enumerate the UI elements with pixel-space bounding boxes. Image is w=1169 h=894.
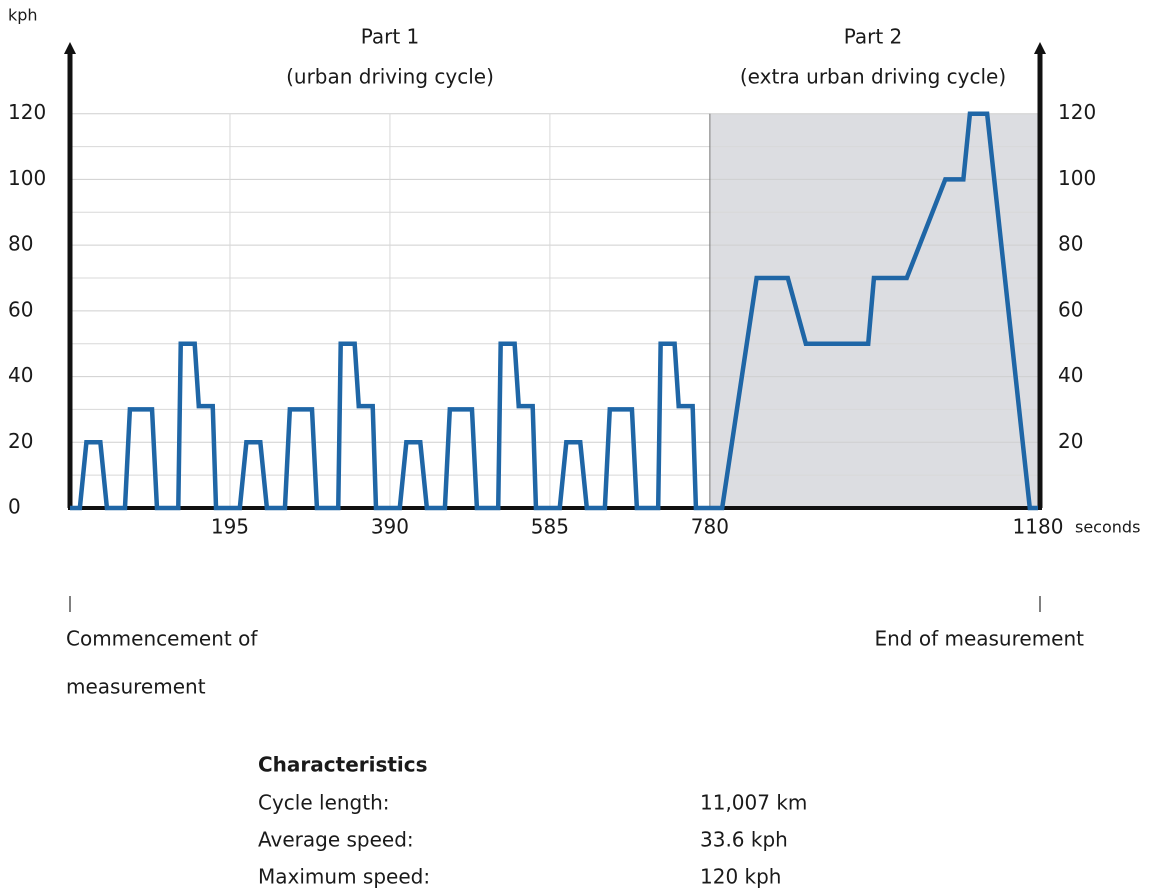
part-subtitle: (urban driving cycle)	[286, 65, 494, 89]
x-tick-label: 1180	[1013, 515, 1064, 539]
y2-tick-label: 80	[1058, 232, 1083, 256]
y-tick-label: 80	[8, 232, 33, 256]
part-title: Part 2	[844, 25, 903, 49]
y2-tick-label: 100	[1058, 166, 1096, 190]
y2-tick-label: 60	[1058, 297, 1083, 321]
row-label: Maximum speed:	[258, 865, 430, 889]
x-tick-label: 585	[531, 515, 569, 539]
y-tick-label: 40	[8, 363, 33, 387]
y-tick-label: 20	[8, 429, 33, 453]
x-tick-label: 390	[371, 515, 409, 539]
row-label: Average speed:	[258, 828, 414, 852]
y2-tick-label: 120	[1058, 100, 1096, 124]
row-value: 33.6 kph	[700, 828, 788, 852]
x-axis-label: seconds	[1075, 518, 1140, 537]
part-subtitle: (extra urban driving cycle)	[740, 65, 1006, 89]
y2-axis-arrow	[1034, 42, 1046, 54]
end-label: End of measurement	[874, 627, 1084, 651]
y-axis-label: kph	[8, 6, 38, 25]
start-label: measurement	[66, 675, 206, 699]
grid	[70, 113, 1038, 509]
row-value: 11,007 km	[700, 791, 807, 815]
y2-tick-label: 40	[1058, 363, 1083, 387]
table-title: Characteristics	[258, 753, 428, 777]
y-axis-arrow	[64, 42, 76, 54]
y-tick-label: 0	[8, 495, 21, 519]
x-tick-label: 780	[691, 515, 729, 539]
y-tick-label: 60	[8, 297, 33, 321]
part-title: Part 1	[361, 25, 420, 49]
start-label: Commencement of	[66, 627, 258, 651]
row-label: Cycle length:	[258, 791, 390, 815]
speed-line	[70, 111, 1038, 511]
row-value: 120 kph	[700, 865, 781, 889]
y-tick-label: 100	[8, 166, 46, 190]
x-tick-label: 195	[211, 515, 249, 539]
y2-tick-label: 20	[1058, 429, 1083, 453]
y-tick-label: 120	[8, 100, 46, 124]
